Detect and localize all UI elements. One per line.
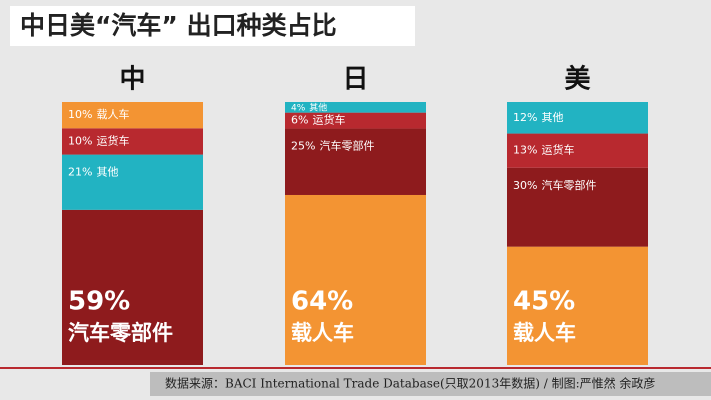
bar-segment — [507, 246, 648, 365]
bar-segment — [285, 128, 426, 195]
value-label: 30% — [513, 179, 537, 192]
source: 数据来源：BACI International Trade Database(只… — [165, 376, 655, 391]
value-label: 21% — [68, 166, 92, 179]
category-label: 中 — [119, 65, 145, 95]
segment-label: 载人车 — [291, 321, 354, 345]
baseline — [0, 367, 711, 369]
segment-label: 汽车零部件 — [68, 321, 173, 345]
bar-segment — [285, 102, 426, 113]
segment-label: 载人车 — [513, 321, 576, 345]
category-label: 日 — [342, 65, 368, 95]
category-label: 美 — [564, 64, 590, 95]
value-label: 6% — [291, 114, 308, 127]
segment-label: 运货车 — [541, 143, 574, 157]
bar-segment — [507, 167, 648, 247]
bar-segment — [507, 102, 648, 134]
segment-label: 载人车 — [96, 107, 129, 121]
segment-label: 汽车零部件 — [541, 178, 596, 192]
value-label: 13% — [513, 144, 537, 157]
segment-label: 汽车零部件 — [319, 139, 374, 153]
bar-segment — [285, 194, 426, 365]
bar-segment — [285, 112, 426, 129]
value-label: 4% — [291, 104, 306, 114]
segment-label: 其他 — [541, 111, 563, 124]
chart-title: 中日美“汽车” 出口种类占比 — [20, 11, 337, 40]
value-label: 45% — [513, 287, 575, 317]
value-label: 10% — [68, 108, 92, 121]
bar-segment — [507, 133, 648, 168]
bar-segment — [62, 128, 203, 155]
source-box — [150, 372, 711, 396]
segment-label: 其他 — [309, 102, 327, 114]
bar-segment — [62, 102, 203, 129]
segment-label: 其他 — [96, 166, 118, 179]
value-label: 64% — [291, 287, 353, 317]
segment-label: 运货车 — [312, 113, 345, 127]
value-label: 59% — [68, 287, 130, 317]
value-label: 12% — [513, 111, 537, 124]
value-label: 25% — [291, 140, 315, 153]
value-label: 10% — [68, 134, 92, 147]
bar-segment — [62, 154, 203, 210]
segment-label: 运货车 — [96, 133, 129, 147]
bar-segment — [62, 209, 203, 365]
title-box — [10, 6, 415, 46]
